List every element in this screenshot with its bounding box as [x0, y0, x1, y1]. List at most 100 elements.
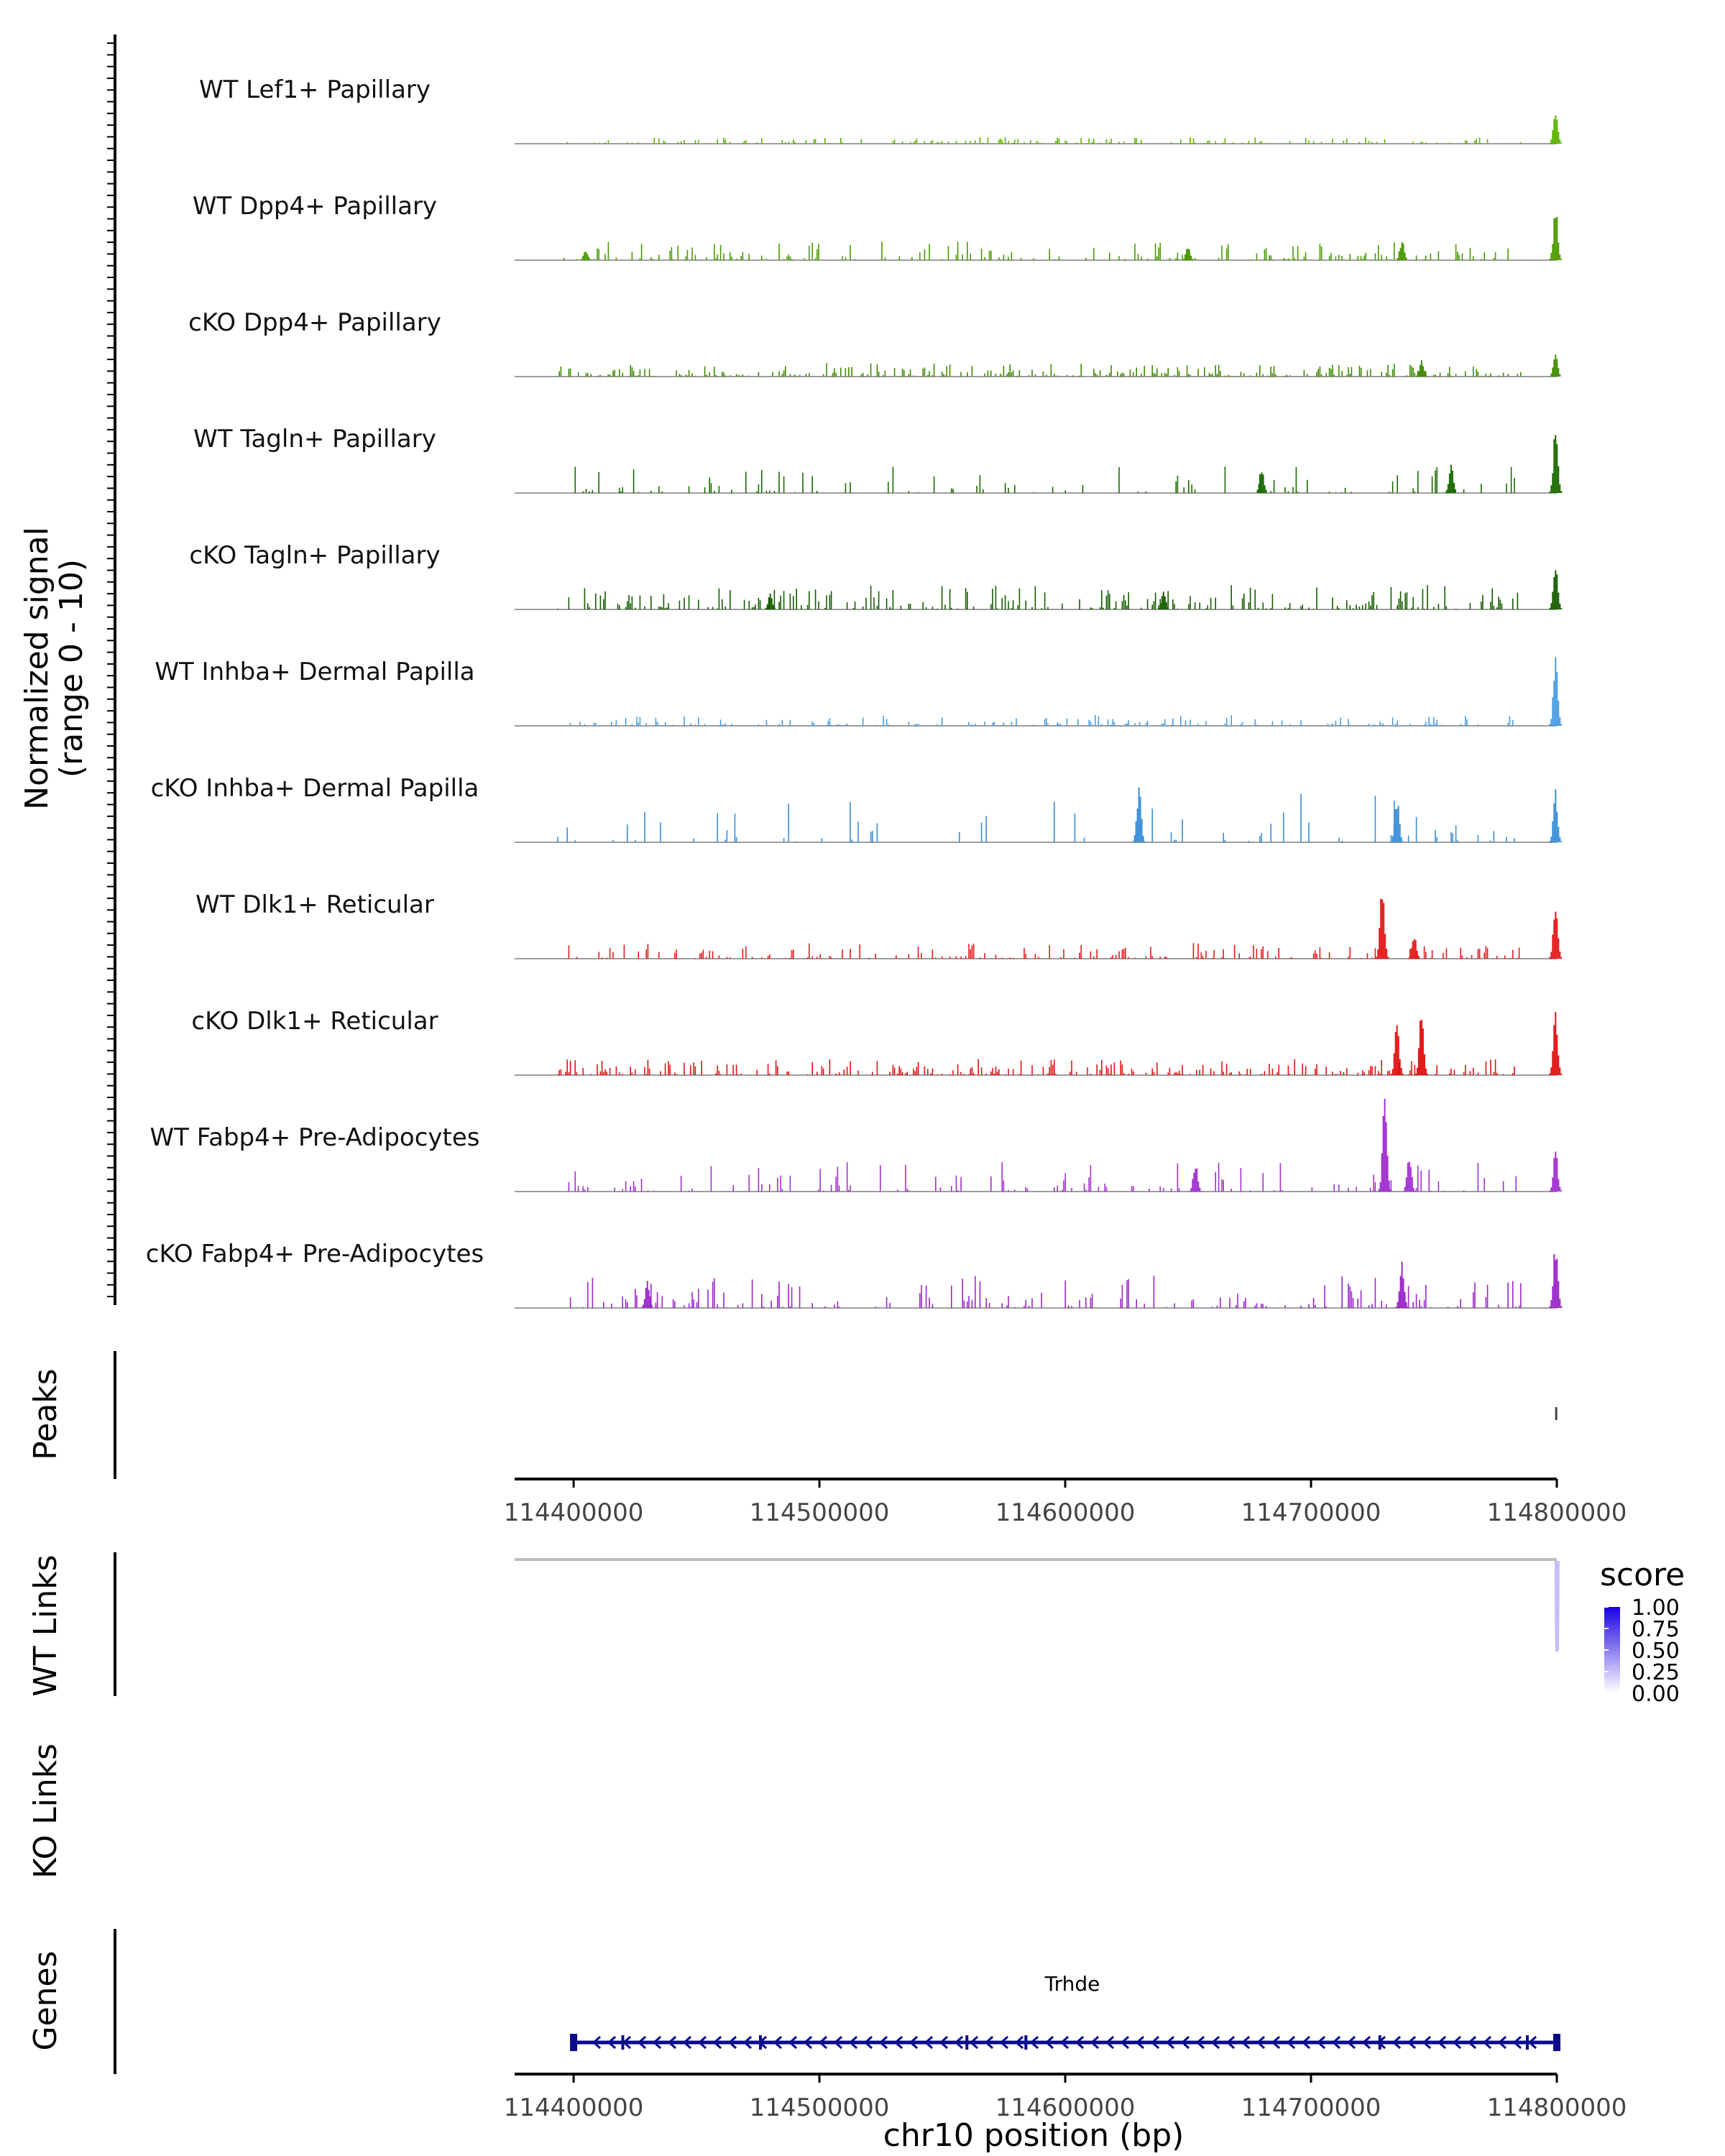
x-axis-title: chr10 position (bp): [883, 2117, 1184, 2154]
track-label: WT Dpp4+ Papillary: [193, 192, 437, 221]
strand-arrow: [727, 2035, 737, 2050]
track-label: WT Fabp4+ Pre-Adipocytes: [150, 1123, 480, 1152]
strand-arrow: [1241, 2035, 1251, 2050]
x-tick-label: 114700000: [1241, 1498, 1381, 1527]
track: cKO Dpp4+ Papillary: [188, 308, 1561, 377]
link-arc: [1554, 1560, 1560, 1652]
strand-arrow: [1331, 2035, 1341, 2050]
strand-arrow: [1029, 2035, 1039, 2050]
y-axis-label: Normalized signal: [19, 527, 55, 810]
strand-arrow: [878, 2035, 888, 2050]
strand-arrow: [1512, 2035, 1522, 2050]
strand-arrow: [773, 2035, 783, 2050]
ko-links-label: KO Links: [27, 1743, 64, 1879]
wt-links-label: WT Links: [27, 1554, 64, 1696]
strand-arrow: [652, 2035, 662, 2050]
x-ticks-top: 114400000 114500000 114600000 114700000 1148…: [504, 1479, 1627, 1527]
strand-arrow: [607, 2035, 617, 2050]
strand-arrow: [1316, 2035, 1326, 2050]
strand-arrow: [1346, 2035, 1356, 2050]
strand-arrow: [1467, 2035, 1477, 2050]
strand-arrow: [924, 2035, 934, 2050]
x-tick-label: 114500000: [750, 2093, 890, 2122]
gene-exon: [1525, 2035, 1529, 2050]
track: WT Tagln+ Papillary: [193, 425, 1563, 494]
strand-arrow: [1437, 2035, 1447, 2050]
track: WT Dlk1+ Reticular: [196, 890, 1563, 959]
score-legend: score 1.000.750.500.250.00: [1600, 1557, 1685, 1707]
strand-arrow: [1135, 2035, 1145, 2050]
peaks-panel: Peaks 114400000 114500000 114600000 1147000…: [27, 1351, 1627, 1527]
legend-label: 0.75: [1632, 1617, 1680, 1642]
x-tick-label: 114600000: [995, 2093, 1136, 2122]
gene-models: Trhde: [570, 1972, 1560, 2051]
strand-arrow: [1527, 2035, 1537, 2050]
strand-arrow: [893, 2035, 903, 2050]
strand-arrow: [592, 2035, 602, 2050]
strand-arrow: [682, 2035, 692, 2050]
strand-arrow: [863, 2035, 873, 2050]
gene-exon: [965, 2035, 969, 2050]
strand-arrow: [1286, 2035, 1296, 2050]
track: WT Inhba+ Dermal Papilla: [155, 657, 1563, 727]
track: cKO Inhba+ Dermal Papilla: [151, 774, 1563, 843]
strand-arrow: [1210, 2035, 1220, 2050]
strand-arrow: [637, 2035, 647, 2050]
gene-exon: [1553, 2034, 1560, 2051]
gene-name: Trhde: [1044, 1972, 1100, 1996]
track: cKO Fabp4+ Pre-Adipocytes: [146, 1240, 1563, 1309]
strand-arrow: [742, 2035, 753, 2050]
legend-labels: 1.000.750.500.250.00: [1604, 1595, 1680, 1707]
x-tick-label: 114700000: [1241, 2093, 1381, 2122]
legend-label: 0.00: [1632, 1682, 1680, 1707]
strand-arrow: [1195, 2035, 1205, 2050]
legend-label: 0.25: [1632, 1660, 1680, 1685]
legend-title: score: [1600, 1557, 1685, 1593]
gene-exon: [1024, 2035, 1028, 2050]
x-tick-label: 114400000: [504, 2093, 644, 2122]
strand-arrow: [984, 2035, 994, 2050]
gene-exon: [758, 2035, 762, 2050]
y-axis-range-label: (range 0 - 10): [53, 559, 90, 778]
strand-arrow: [833, 2035, 843, 2050]
coverage-tracks: WT Lef1+ Papillary WT Dpp4+ Papillary cKO …: [146, 75, 1563, 1309]
wt-links-panel: WT Links: [27, 1552, 1560, 1697]
strand-arrow: [1150, 2035, 1160, 2050]
track-label: WT Tagln+ Papillary: [193, 425, 436, 453]
strand-arrow: [1225, 2035, 1236, 2050]
strand-arrow: [1044, 2035, 1054, 2050]
x-ticks-bottom: 114400000 114500000 114600000 114700000 1148…: [504, 2074, 1627, 2122]
strand-arrow: [1392, 2035, 1402, 2050]
track: cKO Tagln+ Papillary: [189, 541, 1563, 610]
x-tick-label: 114500000: [750, 1498, 890, 1527]
strand-arrow: [1497, 2035, 1507, 2050]
x-tick-label: 114800000: [1487, 2093, 1627, 2122]
strand-arrow: [818, 2035, 828, 2050]
genes-label: Genes: [27, 1950, 64, 2050]
gene-exon: [1378, 2035, 1381, 2050]
track-label: WT Dlk1+ Reticular: [196, 890, 434, 919]
genes-panel: Genes Trhde 114400000 114500000 114600000 1…: [27, 1929, 1627, 2154]
ko-links-panel: KO Links: [27, 1743, 64, 1879]
strand-arrow: [1271, 2035, 1281, 2050]
track-label: WT Lef1+ Papillary: [199, 75, 431, 104]
x-tick-label: 114600000: [995, 1498, 1136, 1527]
track: WT Lef1+ Papillary: [199, 75, 1563, 144]
gene-exon: [621, 2035, 625, 2050]
strand-arrow: [1075, 2035, 1085, 2050]
strand-arrow: [1301, 2035, 1311, 2050]
gene-exon: [570, 2034, 578, 2051]
track-label: WT Inhba+ Dermal Papilla: [155, 658, 474, 686]
legend-label: 1.00: [1632, 1595, 1680, 1621]
strand-arrow: [1090, 2035, 1100, 2050]
strand-arrow: [999, 2035, 1009, 2050]
strand-arrow: [1407, 2035, 1417, 2050]
coverage-y-ticks: [107, 42, 115, 1298]
strand-arrow: [788, 2035, 798, 2050]
strand-arrow: [969, 2035, 979, 2050]
strand-arrow: [848, 2035, 858, 2050]
strand-arrow: [939, 2035, 949, 2050]
wt-link-arcs: [1554, 1560, 1560, 1652]
track: cKO Dlk1+ Reticular: [191, 1007, 1563, 1076]
